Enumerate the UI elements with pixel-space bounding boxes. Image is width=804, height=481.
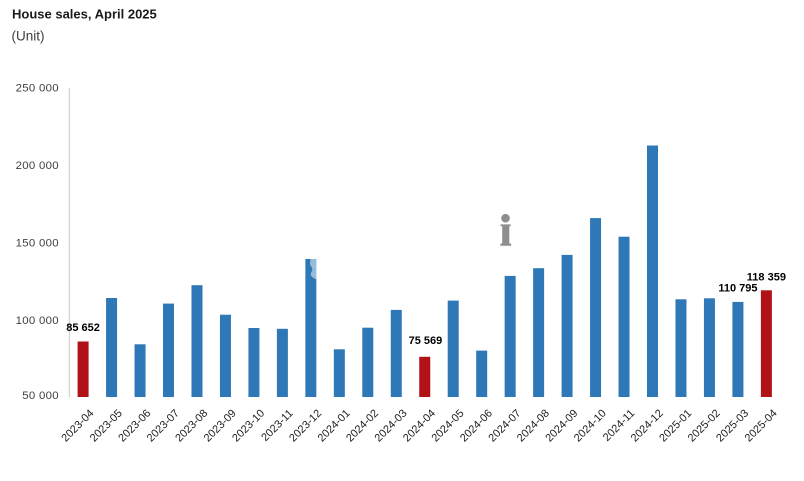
svg-text:100 000: 100 000 [16,315,59,327]
svg-text:250 000: 250 000 [16,82,59,94]
svg-text:150 000: 150 000 [16,237,59,249]
svg-text:110 795: 110 795 [718,283,757,295]
svg-text:85 652: 85 652 [66,322,100,334]
svg-text:200 000: 200 000 [16,160,59,172]
svg-text:House sales, April 2025: House sales, April 2025 [12,6,157,21]
svg-text:50 000: 50 000 [22,390,59,402]
svg-text:75 569: 75 569 [409,335,443,347]
svg-text:118 359: 118 359 [747,272,786,284]
svg-text:(Unit): (Unit) [12,29,45,44]
